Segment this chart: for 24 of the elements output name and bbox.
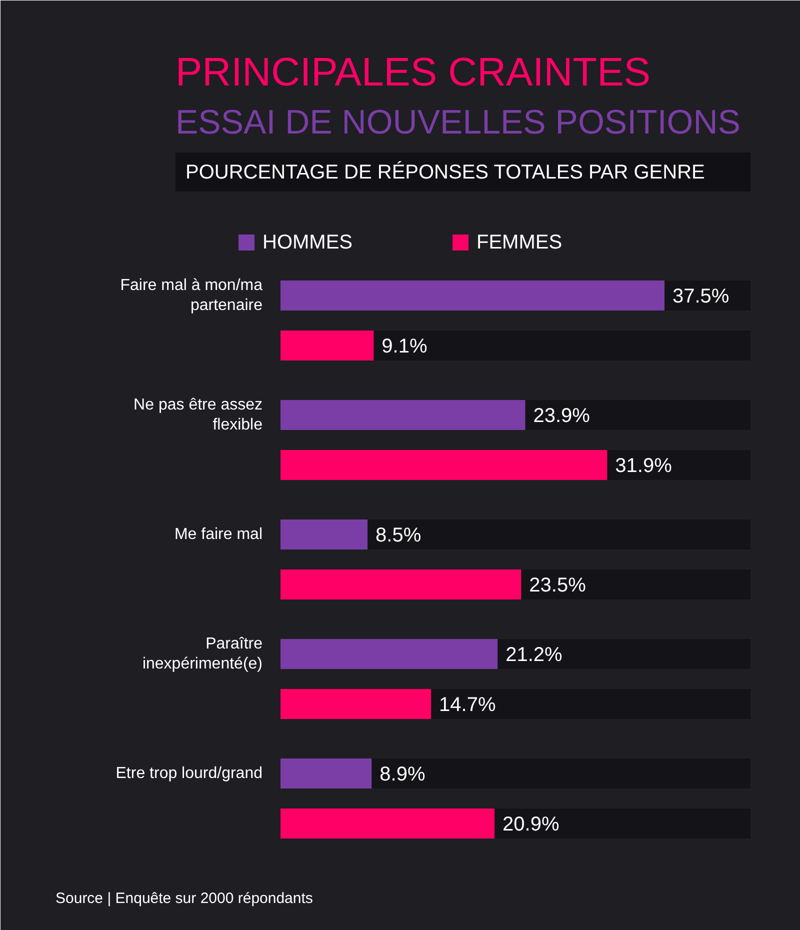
y-tick-label: Me faire mal — [174, 526, 263, 543]
data-label: 8.9% — [380, 764, 426, 786]
y-tick-label: Paraître inexpérimenté(e) — [142, 635, 263, 673]
data-label: 21.2% — [506, 644, 563, 666]
y-tick-label: Ne pas être assez flexible — [134, 396, 263, 434]
chart-subtitle: ESSAI DE NOUVELLES POSITIONS — [176, 104, 740, 142]
data-label: 23.9% — [533, 405, 590, 427]
data-label: 8.5% — [376, 524, 422, 546]
data-label: 9.1% — [382, 336, 428, 358]
legend-label: HOMMES — [262, 232, 352, 254]
bar — [280, 520, 368, 550]
text: POURCENTAGE DE RÉPONSES TOTALES PAR GENRE — [186, 160, 705, 184]
y-tick-label: Faire mal à mon/ma partenaire — [120, 276, 263, 314]
data-label: 37.5% — [672, 286, 730, 308]
data-label: 14.7% — [439, 694, 496, 716]
bar — [280, 758, 372, 788]
source-note: Source | Enquête sur 2000 répondants — [56, 890, 313, 907]
chart-title: PRINCIPALES CRAINTES — [176, 50, 650, 94]
data-label: 20.9% — [502, 814, 560, 836]
bar — [280, 330, 374, 360]
y-tick-label: Etre trop lourd/grand — [116, 765, 262, 782]
data-label: 31.9% — [615, 455, 672, 477]
data-label: 23.5% — [529, 574, 586, 596]
legend-label: FEMMES — [476, 232, 562, 254]
